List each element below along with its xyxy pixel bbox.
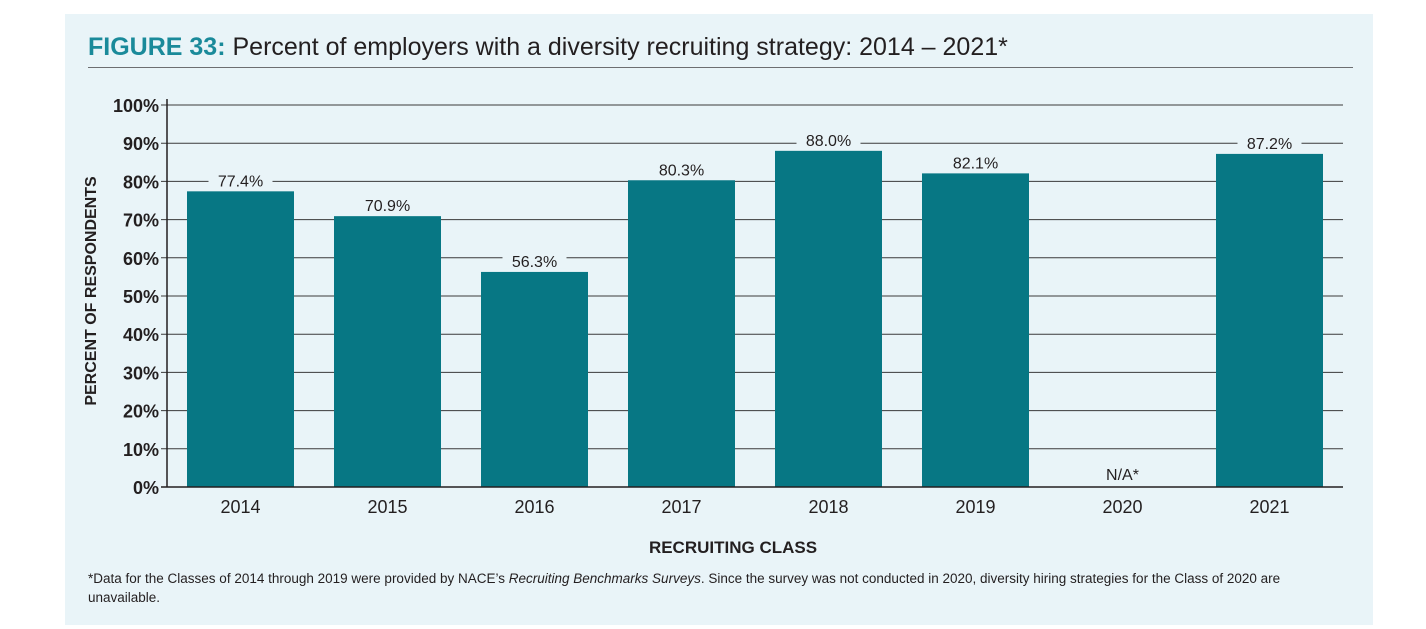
data-label-bg: [355, 194, 420, 214]
bar: [922, 173, 1029, 488]
data-label-bg: [502, 249, 567, 269]
data-label: 82.1%: [953, 155, 998, 172]
bars: 77.4% 70.9% 56.3% 80.3% 88.0% 82.1% N/A* 87.2%: [187, 128, 1323, 488]
figure-title-text: Percent of employers with a diversity re…: [232, 33, 1008, 61]
y-tick-label: 0%: [133, 478, 159, 498]
y-tick-label: 30%: [123, 363, 159, 383]
y-tick-label: 80%: [123, 172, 159, 192]
bar: [481, 271, 588, 487]
data-label-bg: [943, 151, 1008, 171]
y-tick-label: 90%: [123, 134, 159, 154]
figure-title: FIGURE 33: Percent of employers with a d…: [88, 33, 1008, 62]
footnote-text-1: *Data for the Classes of 2014 through 20…: [88, 571, 509, 586]
figure-label: FIGURE 33:: [88, 33, 226, 61]
y-tick-label: 40%: [123, 325, 159, 345]
bar: [187, 191, 294, 487]
data-label-bg: [1237, 131, 1302, 151]
footnote: *Data for the Classes of 2014 through 20…: [88, 569, 1338, 607]
data-label: 88.0%: [806, 133, 851, 150]
x-tick-label: 2016: [514, 497, 554, 517]
y-tick-label: 70%: [123, 211, 159, 231]
y-tick-label: 60%: [123, 249, 159, 269]
x-tick-label: 2019: [955, 497, 995, 517]
x-tick-label: 2014: [220, 497, 260, 517]
y-axis-label: PERCENT OF RESPONDENTS: [83, 176, 100, 406]
data-label: 80.3%: [659, 162, 704, 179]
data-label: 56.3%: [512, 254, 557, 271]
footnote-italic: Recruiting Benchmarks Surveys: [508, 571, 701, 586]
bar: [628, 180, 735, 487]
x-tick-label: 2017: [661, 497, 701, 517]
data-label: 87.2%: [1247, 136, 1292, 153]
bar: [775, 150, 882, 487]
data-label-bg: [649, 158, 714, 178]
y-tick-label: 50%: [123, 287, 159, 307]
title-divider: [88, 67, 1353, 68]
x-tick-label: 2020: [1102, 497, 1142, 517]
x-tick-label: 2021: [1249, 497, 1289, 517]
x-axis-ticks: 2014 2015 2016 2017 2018 2019 2020 2021: [220, 497, 1289, 517]
data-label-bg: [208, 169, 273, 189]
bar: [334, 216, 441, 488]
data-label-bg: [796, 128, 861, 148]
y-tick-label: 10%: [123, 440, 159, 460]
y-axis-ticks: 0% 10% 20% 30% 40% 50% 60% 70% 80% 90% 100%: [113, 96, 159, 498]
data-label: 77.4%: [218, 173, 263, 190]
y-tick-label: 20%: [123, 402, 159, 422]
x-tick-label: 2015: [367, 497, 407, 517]
bar: [1216, 153, 1323, 487]
x-tick-label: 2018: [808, 497, 848, 517]
data-label: 70.9%: [365, 198, 410, 215]
footnote-text-2: . Since the survey was not conducted in …: [88, 571, 1281, 605]
x-axis-label: RECRUITING CLASS: [649, 538, 817, 557]
y-tick-label: 100%: [113, 96, 159, 116]
data-label: N/A*: [1106, 467, 1139, 484]
